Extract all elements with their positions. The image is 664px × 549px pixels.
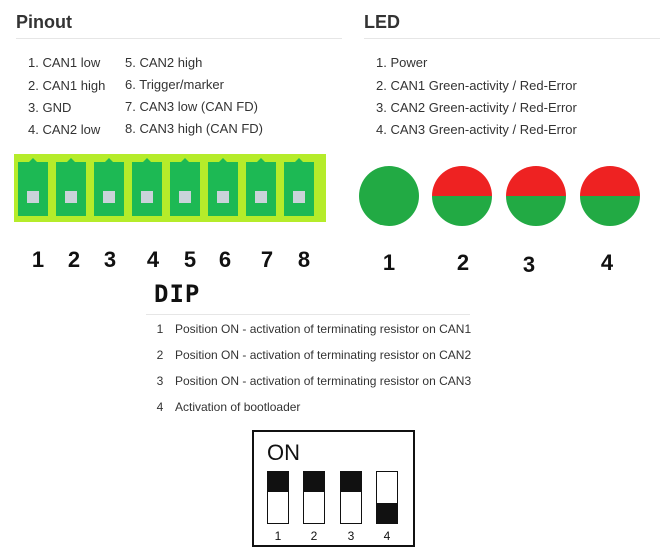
connector-pin-contact	[141, 191, 153, 203]
connector-pin	[56, 158, 86, 216]
dip-switch-4[interactable]	[376, 471, 398, 524]
dip-item: 1 Position ON - activation of terminating…	[154, 322, 471, 336]
dip-switch-label: 2	[310, 529, 318, 543]
dip-item-number: 2	[156, 348, 164, 362]
connector-pin-contact	[27, 191, 39, 203]
led-bottom-half	[432, 196, 492, 226]
dip-switch-label: 3	[347, 529, 355, 543]
dip-switch-1[interactable]	[267, 471, 289, 524]
pin-number: 2	[67, 247, 81, 272]
connector-pin-contact	[255, 191, 267, 203]
connector-pin	[208, 158, 238, 216]
dip-item: 4 Activation of bootloader	[154, 400, 301, 414]
connector-pin	[132, 158, 162, 216]
led-light-2	[432, 166, 492, 226]
led-bottom-half	[359, 196, 419, 226]
dip-item-text: Position ON - activation of terminating …	[175, 374, 472, 388]
dip-item: 2 Position ON - activation of terminating…	[154, 348, 471, 362]
led-top-half	[432, 166, 492, 196]
dip-item-text: Activation of bootloader	[175, 400, 301, 414]
dip-switch-knob	[341, 472, 361, 492]
led-light-3	[506, 166, 566, 226]
dip-title: DIP	[154, 280, 201, 308]
connector-pin-contact	[293, 191, 305, 203]
pinout-item: 1. CAN1 low	[28, 55, 101, 70]
dip-switch-knob	[268, 472, 288, 492]
led-light-1	[359, 166, 419, 226]
connector-pin	[284, 158, 314, 216]
connector-pin-contact	[217, 191, 229, 203]
led-number: 3	[522, 252, 536, 277]
pin-number: 6	[218, 247, 232, 272]
connector-pin-contact	[65, 191, 77, 203]
pinout-item: 3. GND	[28, 100, 72, 115]
led-item: 3. CAN2 Green-activity / Red-Error	[376, 100, 577, 115]
connector-pin	[18, 158, 48, 216]
led-bottom-half	[580, 196, 640, 226]
connector-pin-contact	[179, 191, 191, 203]
pin-number: 4	[146, 247, 160, 272]
pinout-item: 5. CAN2 high	[125, 55, 203, 70]
pinout-item: 4. CAN2 low	[28, 122, 101, 137]
led-item: 2. CAN1 Green-activity / Red-Error	[376, 78, 577, 93]
led-top-half	[580, 166, 640, 196]
led-number: 2	[456, 250, 470, 275]
connector-pin	[94, 158, 124, 216]
dip-switch-3[interactable]	[340, 471, 362, 524]
dip-switch-panel: ON 1 2 3 4	[252, 430, 415, 547]
led-divider	[364, 38, 660, 39]
led-light-4	[580, 166, 640, 226]
pinout-item: 7. CAN3 low (CAN FD)	[125, 99, 258, 114]
dip-switch-label: 1	[274, 529, 282, 543]
connector-pin	[170, 158, 200, 216]
led-bottom-half	[506, 196, 566, 226]
pin-number: 3	[103, 247, 117, 272]
dip-switch-knob	[377, 503, 397, 523]
dip-item: 3 Position ON - activation of terminating…	[154, 374, 471, 388]
pin-number: 5	[183, 247, 197, 272]
led-number: 4	[600, 250, 614, 275]
pinout-item: 2. CAN1 high	[28, 78, 106, 93]
led-title: LED	[364, 12, 400, 32]
dip-divider	[146, 314, 470, 315]
pin-number: 1	[31, 247, 45, 272]
dip-item-number: 4	[156, 400, 164, 414]
pinout-divider	[16, 38, 342, 39]
pinout-item: 6. Trigger/marker	[125, 77, 224, 92]
pin-number: 8	[297, 247, 311, 272]
dip-switch-knob	[304, 472, 324, 492]
led-number: 1	[382, 250, 396, 275]
connector-pin	[246, 158, 276, 216]
led-top-half	[506, 166, 566, 196]
connector-pin-contact	[103, 191, 115, 203]
dip-item-text: Position ON - activation of terminating …	[175, 348, 472, 362]
dip-item-text: Position ON - activation of terminating …	[175, 322, 472, 336]
dip-switch-2[interactable]	[303, 471, 325, 524]
dip-item-number: 1	[156, 322, 164, 336]
dip-on-label: ON	[267, 440, 300, 465]
led-item: 4. CAN3 Green-activity / Red-Error	[376, 122, 577, 137]
connector-diagram	[14, 154, 326, 222]
led-top-half	[359, 166, 419, 196]
dip-item-number: 3	[156, 374, 164, 388]
dip-switch-label: 4	[383, 529, 391, 543]
pin-number: 7	[260, 247, 274, 272]
led-item: 1. Power	[376, 55, 428, 70]
pinout-item: 8. CAN3 high (CAN FD)	[125, 121, 263, 136]
pinout-title: Pinout	[16, 12, 72, 32]
